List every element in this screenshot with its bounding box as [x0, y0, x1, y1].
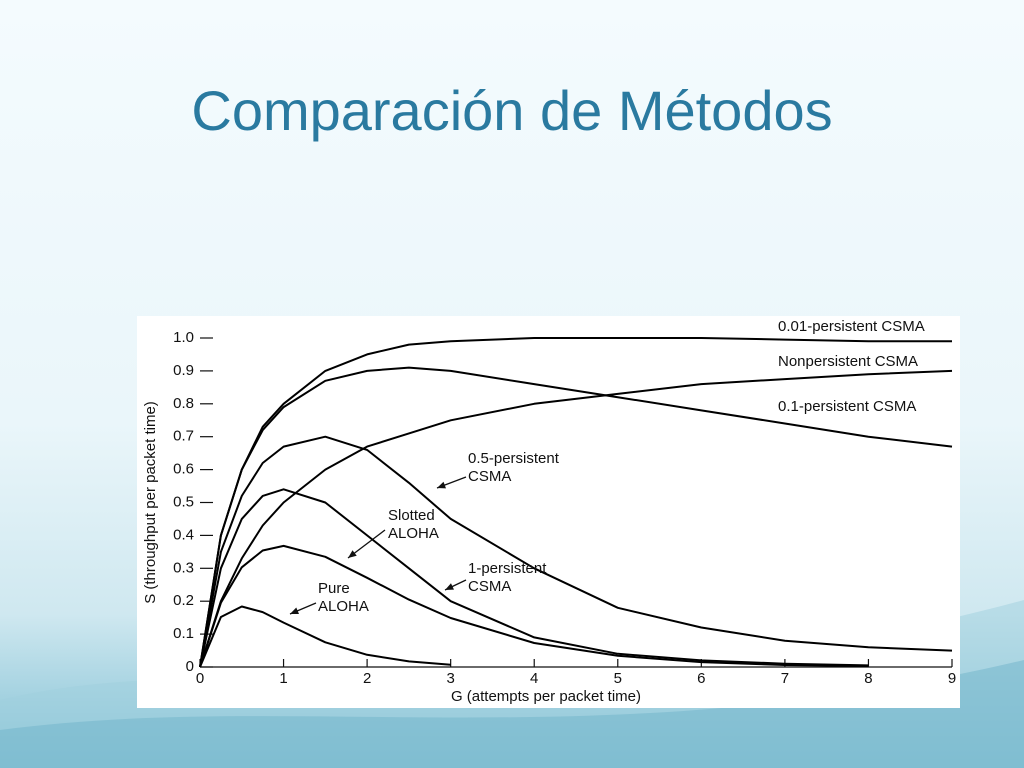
- y-tick-label: 1.0: [173, 329, 194, 346]
- slide-title: Comparación de Métodos: [191, 79, 833, 142]
- series-label: 0.01-persistent CSMA: [778, 318, 925, 335]
- series-line: [199, 544, 869, 668]
- y-tick-label: 0.9: [173, 362, 194, 379]
- x-tick-label: 1: [279, 670, 287, 687]
- y-tick-label: 0.6: [173, 461, 194, 478]
- x-tick-label: 4: [530, 670, 538, 687]
- x-tick-label: 9: [948, 670, 956, 687]
- series-line: [199, 435, 953, 668]
- series-label: 0.1-persistent CSMA: [778, 398, 917, 415]
- series-line: [199, 369, 953, 668]
- x-tick-label: 7: [781, 670, 789, 687]
- series-line: [199, 605, 451, 668]
- y-tick-label: 0.8: [173, 395, 194, 412]
- series-label: 1-persistent CSMA: [468, 560, 547, 595]
- series-label: Slotted ALOHA: [388, 507, 439, 542]
- y-axis-label: S (throughput per packet time): [142, 401, 159, 604]
- arrow-head: [437, 481, 446, 489]
- y-tick-label: 0: [186, 658, 194, 675]
- x-tick-label: 3: [446, 670, 454, 687]
- y-tick-label: 0.2: [173, 592, 194, 609]
- x-tick-label: 8: [864, 670, 872, 687]
- x-tick-label: 0: [196, 670, 204, 687]
- chart: 0 0.1 0.2 0.3 0.4 0.5 0.6 0.7 0.8 0.9 1.0 0 1 2 3 4 5 6 7 8…: [137, 316, 960, 708]
- y-tick-label: 0.7: [173, 428, 194, 445]
- series-label: Pure ALOHA: [318, 580, 369, 615]
- series-label: 0.5-persistent CSMA: [468, 450, 559, 485]
- y-tick-label: 0.4: [173, 526, 194, 543]
- x-axis-label: G (attempts per packet time): [451, 688, 641, 705]
- arrow-head: [290, 607, 299, 614]
- chart-background: [137, 316, 960, 708]
- y-tick-label: 0.3: [173, 559, 194, 576]
- x-tick-label: 2: [363, 670, 371, 687]
- y-tick-label: 0.5: [173, 493, 194, 510]
- series-label: Nonpersistent CSMA: [778, 353, 919, 370]
- arrow-head: [348, 550, 357, 558]
- x-tick-label: 5: [614, 670, 622, 687]
- series-line: [199, 366, 953, 668]
- x-tick-label: 6: [697, 670, 705, 687]
- y-tick-label: 0.1: [173, 625, 194, 642]
- arrow-head: [445, 583, 454, 590]
- series-line: [199, 488, 869, 668]
